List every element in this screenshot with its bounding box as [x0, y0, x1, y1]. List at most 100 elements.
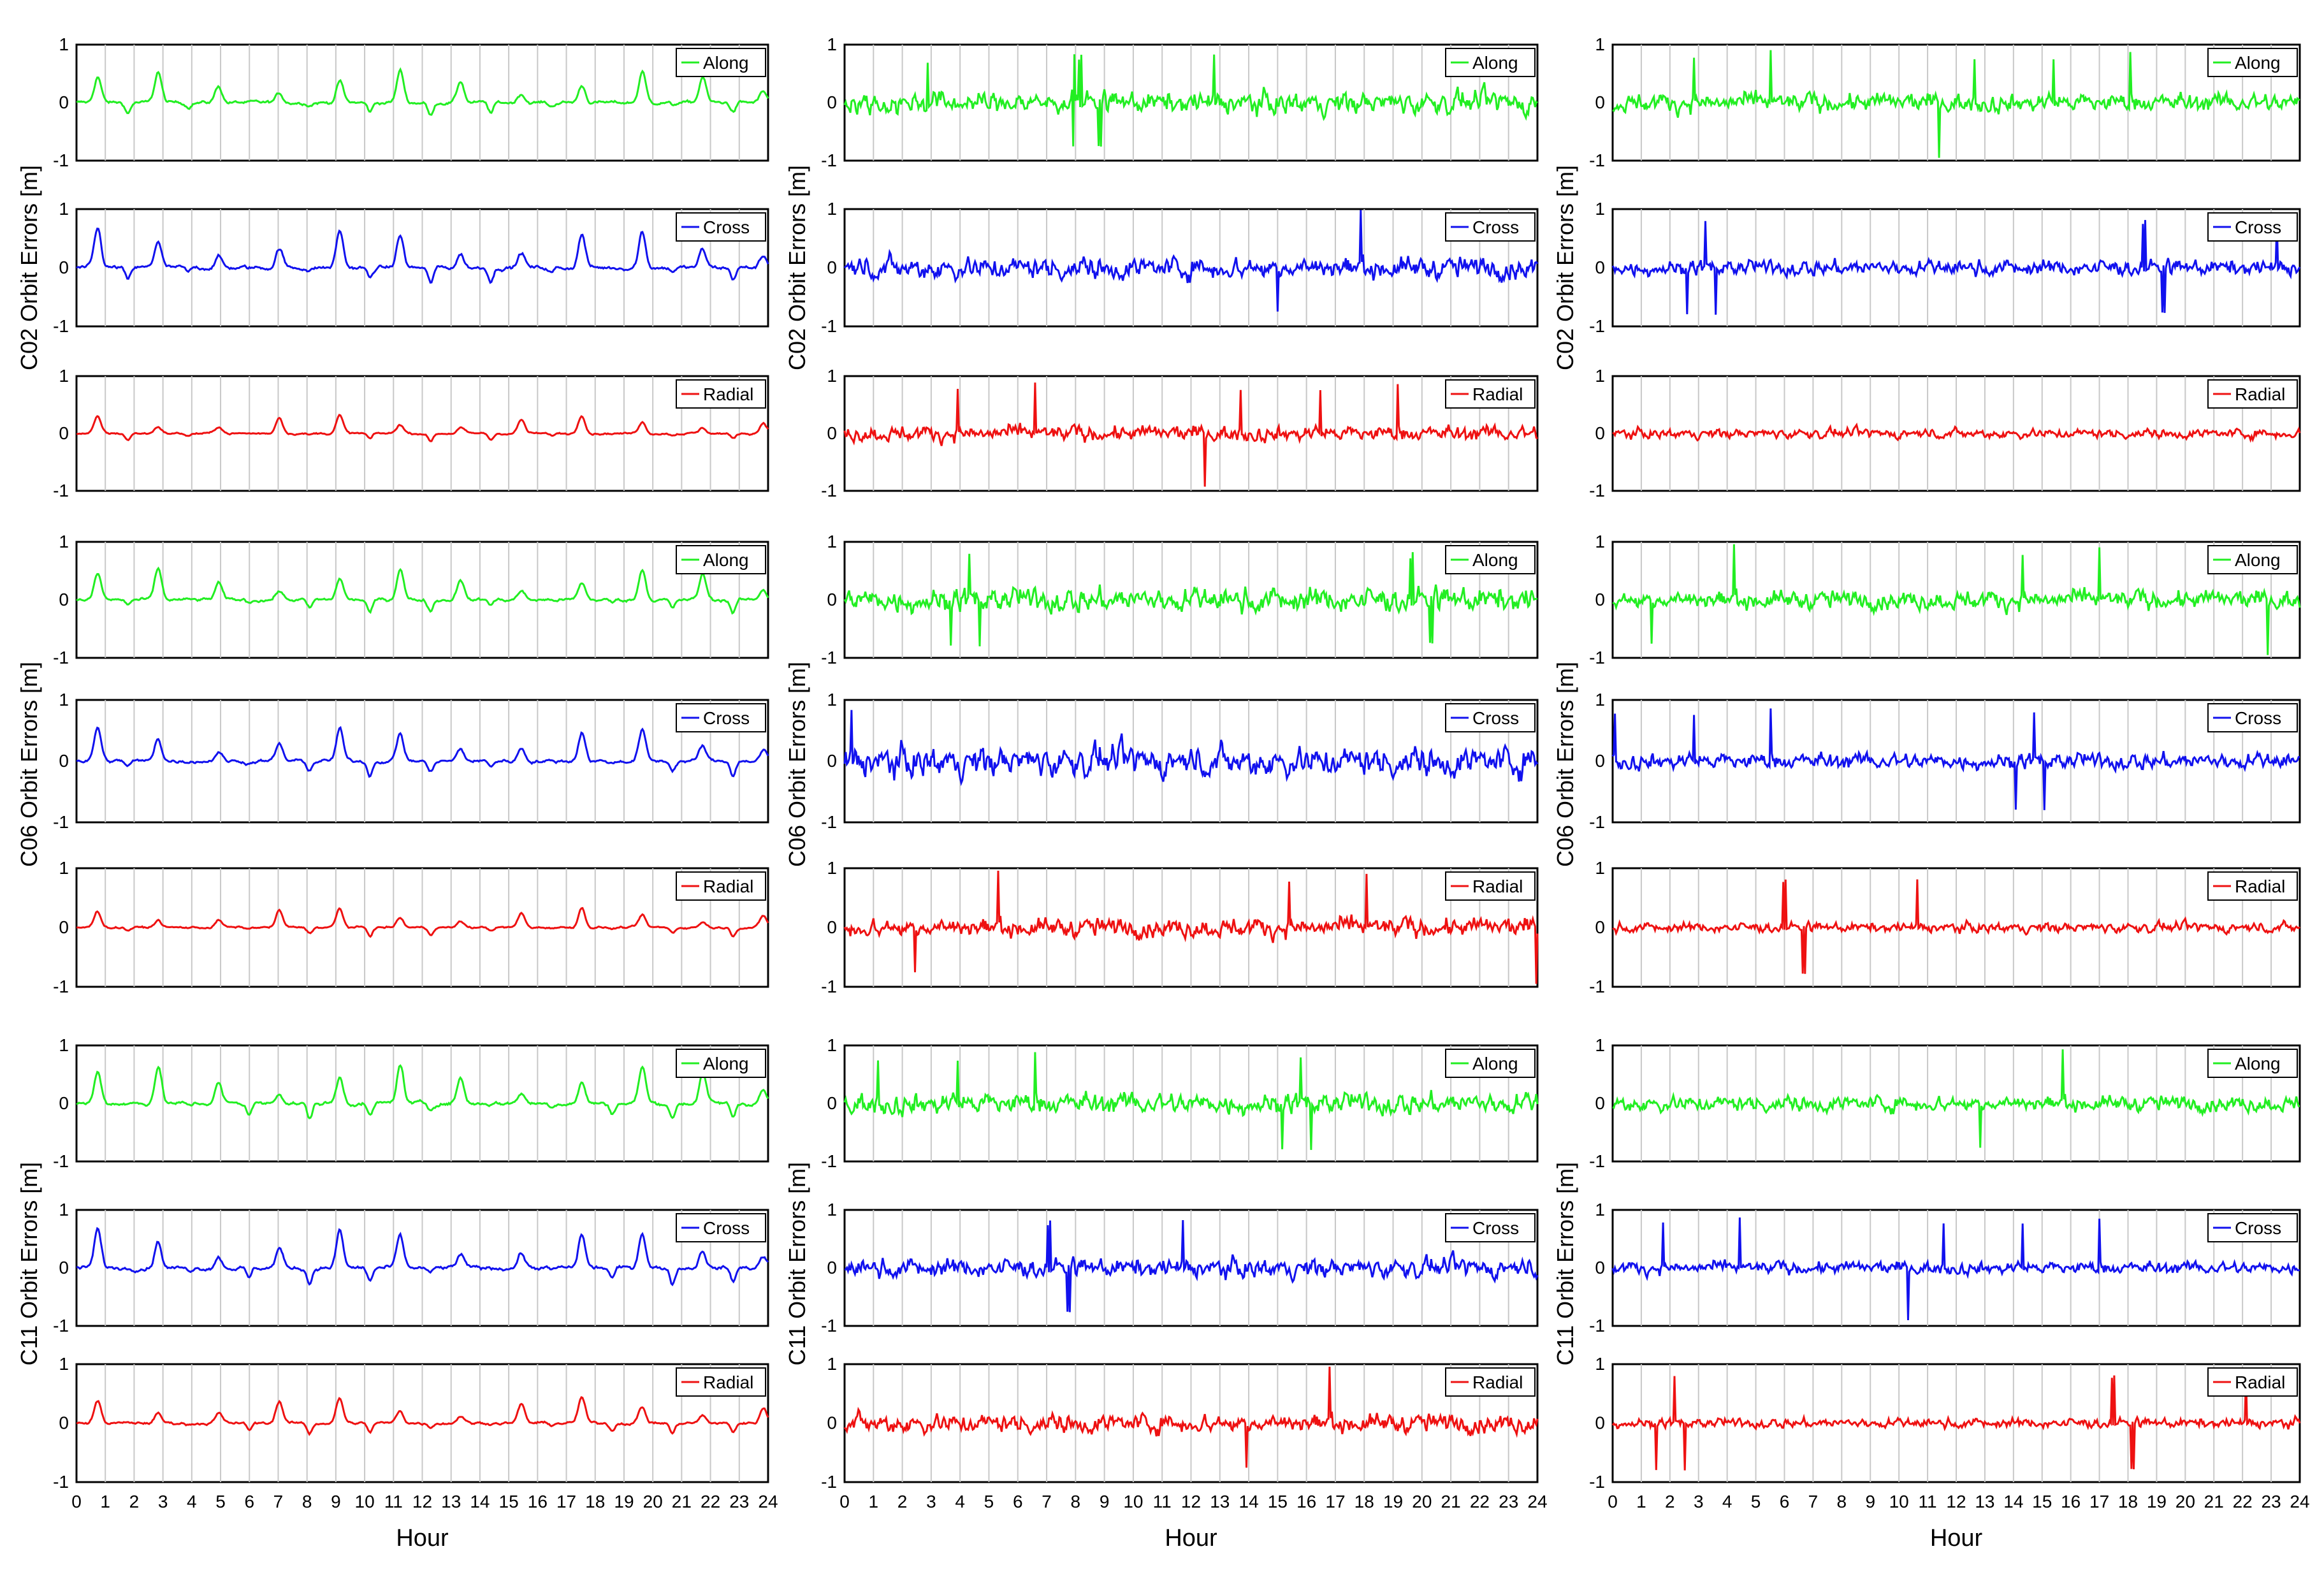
panel-c06-radial-col3: 1 0 -1 Radial: [1589, 858, 2301, 996]
y-tick-label: 1: [59, 690, 69, 709]
x-tick-label: 18: [2118, 1492, 2138, 1511]
x-tick-label: 1: [1636, 1492, 1646, 1511]
legend-label-along: Along: [2235, 550, 2281, 570]
y-tick-label: 0: [59, 917, 69, 937]
y-tick-label: 1: [1595, 532, 1605, 551]
y-tick-label: 0: [1595, 423, 1605, 443]
y-axis-label-c11-col1: C11 Orbit Errors [m]: [16, 1162, 42, 1365]
y-tick-label: 1: [59, 858, 69, 878]
y-tick-label: 1: [59, 366, 69, 386]
y-axis-label-c11-col3: C11 Orbit Errors [m]: [1552, 1162, 1578, 1365]
y-tick-label: 1: [827, 1354, 837, 1374]
y-tick-label: -1: [1589, 1472, 1605, 1492]
panel-c06-along-col1: 1 0 -1 Along: [53, 532, 769, 667]
x-tick-label: 1: [100, 1492, 110, 1511]
legend-label-cross: Cross: [703, 708, 750, 728]
y-tick-label: -1: [821, 1151, 837, 1171]
x-tick-label: 23: [2262, 1492, 2281, 1511]
panels-grid: C02 Orbit Errors [m]10-1Along10-1Cross10…: [16, 34, 2310, 1552]
x-tick-label: 10: [355, 1492, 375, 1511]
y-axis-label-c06-col2: C06 Orbit Errors [m]: [784, 662, 810, 867]
x-axis-label: Hour: [396, 1525, 449, 1552]
x-tick-label: 14: [470, 1492, 490, 1511]
x-tick-label: 21: [1441, 1492, 1461, 1511]
y-tick-label: 1: [827, 532, 837, 551]
legend-label-cross: Cross: [703, 217, 750, 237]
x-tick-label: 8: [302, 1492, 312, 1511]
panel-c11-radial-col3: 1 0 -1 Radial: [1589, 1354, 2301, 1492]
y-tick-label: 0: [59, 1413, 69, 1433]
y-tick-label: -1: [1589, 1316, 1605, 1335]
y-axis-label-c02-col1: C02 Orbit Errors [m]: [16, 165, 42, 370]
series-line-radial: [1612, 879, 2301, 974]
legend-label-cross: Cross: [2235, 1218, 2281, 1238]
series-line-radial: [1612, 422, 2301, 443]
x-tick-label: 14: [2003, 1492, 2023, 1511]
x-tick-label: 22: [701, 1492, 720, 1511]
legend-label-along: Along: [703, 53, 749, 73]
legend-box: [1445, 1367, 1536, 1397]
y-tick-label: 1: [827, 199, 837, 219]
x-tick-label: 3: [158, 1492, 168, 1511]
series-line-cross: [843, 709, 1539, 787]
y-tick-label: -1: [53, 1472, 69, 1492]
y-tick-label: 0: [59, 1093, 69, 1113]
x-tick-label: 21: [672, 1492, 692, 1511]
x-tick-label: 6: [1013, 1492, 1023, 1511]
y-tick-label: 1: [827, 366, 837, 386]
series-line-along: [1612, 50, 2300, 158]
panel-c06-cross-col1: 1 0 -1 Cross: [53, 690, 769, 832]
x-tick-label: 7: [1808, 1492, 1819, 1511]
series-line-radial: [843, 1366, 1539, 1468]
x-tick-label: 5: [215, 1492, 226, 1511]
series-line-along: [76, 566, 769, 615]
x-tick-label: 0: [839, 1492, 850, 1511]
panel-c02-radial-col3: 1 0 -1 Radial: [1589, 366, 2301, 500]
y-tick-label: 0: [59, 751, 69, 771]
x-tick-label: 14: [1239, 1492, 1259, 1511]
x-tick-label: 5: [984, 1492, 994, 1511]
x-tick-label: 11: [1153, 1492, 1172, 1511]
y-tick-label: -1: [53, 648, 69, 667]
y-tick-label: 0: [1595, 590, 1605, 609]
y-tick-label: -1: [1589, 481, 1605, 500]
x-tick-label: 4: [187, 1492, 197, 1511]
panel-c02-along-col2: 1 0 -1 Along: [821, 34, 1539, 170]
y-tick-label: 1: [1595, 1200, 1605, 1219]
y-tick-label: 1: [827, 858, 837, 878]
panel-c06-cross-col2: 1 0 -1 Cross: [821, 690, 1539, 832]
series-line-along: [76, 67, 769, 116]
y-tick-label: -1: [821, 481, 837, 500]
panel-c11-radial-col2: 1 0 -1 Radial: [821, 1354, 1539, 1492]
x-tick-label: 23: [729, 1492, 749, 1511]
x-tick-label: 13: [1975, 1492, 1994, 1511]
x-tick-label: 12: [412, 1492, 432, 1511]
y-tick-label: 1: [1595, 690, 1605, 709]
x-tick-label: 22: [2233, 1492, 2253, 1511]
panel-c02-cross-col1: 1 0 -1 Cross: [53, 199, 769, 336]
x-tick-label: 19: [614, 1492, 634, 1511]
legend-label-along: Along: [703, 1054, 749, 1073]
legend-label-radial: Radial: [703, 384, 753, 404]
y-tick-label: -1: [1589, 648, 1605, 667]
x-tick-label: 2: [129, 1492, 140, 1511]
series-line-cross: [1611, 708, 2300, 810]
legend-label-radial: Radial: [2235, 384, 2285, 404]
series-line-cross: [843, 210, 1539, 312]
series-line-along: [843, 1052, 1539, 1150]
series-line-radial: [1611, 1375, 2301, 1471]
series-line-along: [1612, 1049, 2300, 1148]
panel-c11-cross-col1: 1 0 -1 Cross: [53, 1200, 769, 1335]
x-tick-label: 13: [1210, 1492, 1230, 1511]
legend-label-cross: Cross: [1472, 217, 1519, 237]
x-tick-label: 3: [1694, 1492, 1704, 1511]
y-tick-label: 1: [827, 690, 837, 709]
x-tick-label: 7: [273, 1492, 284, 1511]
panel-c02-along-col3: 1 0 -1 Along: [1589, 34, 2301, 170]
series-line-radial: [843, 870, 1539, 984]
panel-c06-along-col2: 1 0 -1 Along: [821, 532, 1539, 667]
series-line-radial: [76, 413, 769, 442]
legend-label-radial: Radial: [1472, 877, 1523, 896]
x-tick-label: 2: [897, 1492, 908, 1511]
x-tick-label: 8: [1837, 1492, 1847, 1511]
